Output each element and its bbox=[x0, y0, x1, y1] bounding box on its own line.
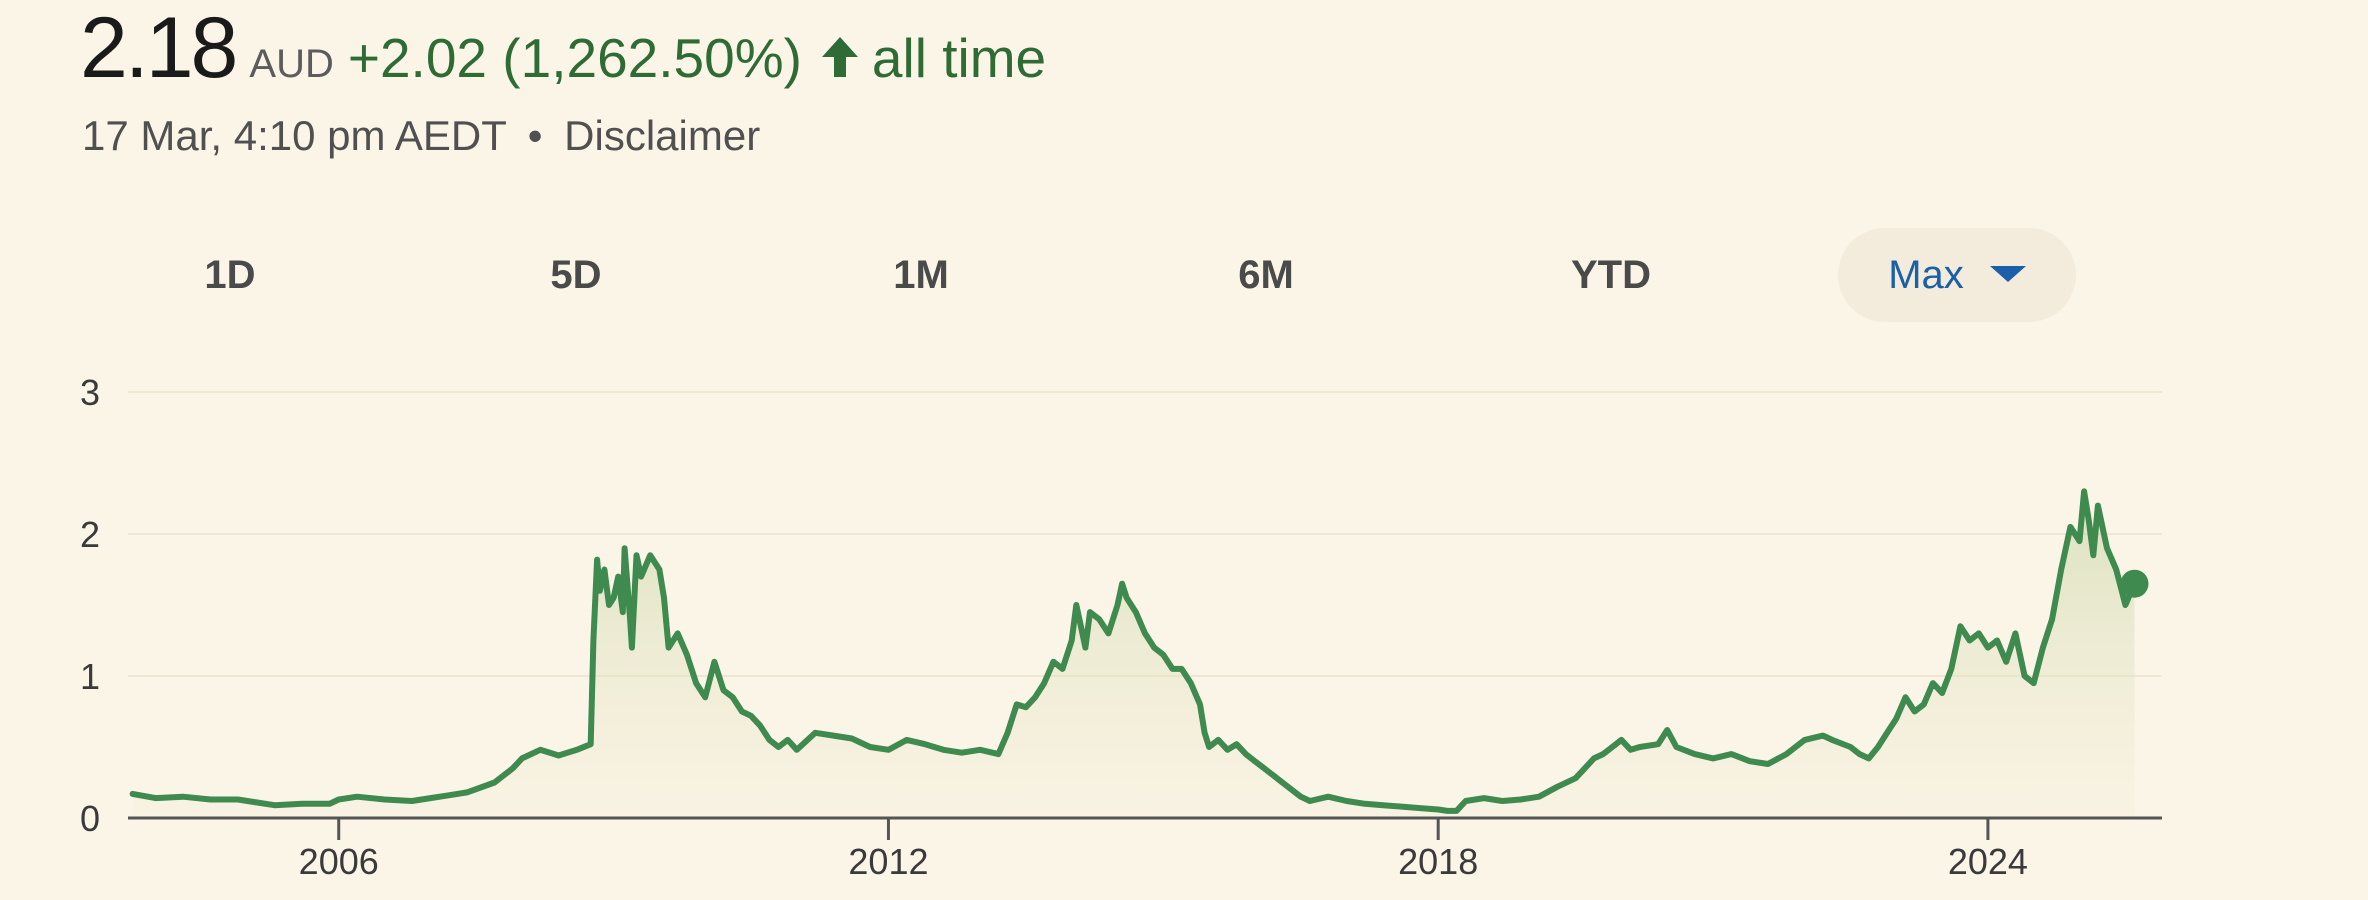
y-axis-ticks: 0 1 2 3 bbox=[80, 372, 100, 839]
y-tick-label: 3 bbox=[80, 372, 100, 413]
price-line bbox=[129, 488, 2138, 814]
tab-label: 6M bbox=[1238, 253, 1294, 297]
separator: • bbox=[527, 112, 543, 159]
tab-ytd[interactable]: YTD bbox=[1541, 228, 1681, 322]
last-point-layer bbox=[2120, 569, 2149, 598]
disclaimer-link[interactable]: Disclaimer bbox=[564, 112, 761, 159]
tab-5d[interactable]: 5D bbox=[506, 228, 646, 322]
x-tick-label: 2006 bbox=[299, 841, 379, 882]
tab-label: YTD bbox=[1571, 253, 1651, 297]
price-area bbox=[132, 491, 2135, 818]
last-price-marker bbox=[2120, 569, 2149, 598]
range-tabs: 1D 5D 1M 6M YTD Max bbox=[0, 228, 2100, 322]
tab-1d[interactable]: 1D bbox=[160, 228, 300, 322]
area-fill bbox=[132, 491, 2135, 818]
quote-subline: 17 Mar, 4:10 pm AEDT • Disclaimer bbox=[82, 112, 760, 160]
tab-label: 5D bbox=[550, 253, 602, 297]
current-price: 2.18 bbox=[80, 0, 238, 96]
dropdown-caret-icon bbox=[1989, 266, 2026, 282]
tab-label: 1M bbox=[893, 253, 949, 297]
x-axis-ticks: 2006 2012 2018 2024 bbox=[299, 818, 2028, 882]
price-change: +2.02 (1,262.50%) bbox=[347, 27, 802, 89]
change-period: all time bbox=[871, 27, 1047, 89]
price-line-layer bbox=[129, 488, 2138, 814]
x-tick-label: 2024 bbox=[1948, 841, 2028, 882]
tab-label: Max bbox=[1888, 253, 1964, 297]
tab-1m[interactable]: 1M bbox=[851, 228, 991, 322]
quote-header: 2.18 AUD +2.02 (1,262.50%) all time bbox=[80, 0, 1046, 110]
arrow-up-icon bbox=[818, 35, 862, 79]
timestamp: 17 Mar, 4:10 pm AEDT bbox=[82, 112, 507, 159]
tab-label: 1D bbox=[204, 253, 256, 297]
y-tick-label: 2 bbox=[80, 514, 100, 555]
x-tick-label: 2018 bbox=[1398, 841, 1478, 882]
tab-6m[interactable]: 6M bbox=[1196, 228, 1336, 322]
x-tick-label: 2012 bbox=[848, 841, 928, 882]
y-tick-label: 1 bbox=[80, 656, 100, 697]
tab-max[interactable]: Max bbox=[1838, 228, 2076, 322]
y-tick-label: 0 bbox=[80, 798, 100, 839]
currency-label: AUD bbox=[249, 42, 334, 86]
